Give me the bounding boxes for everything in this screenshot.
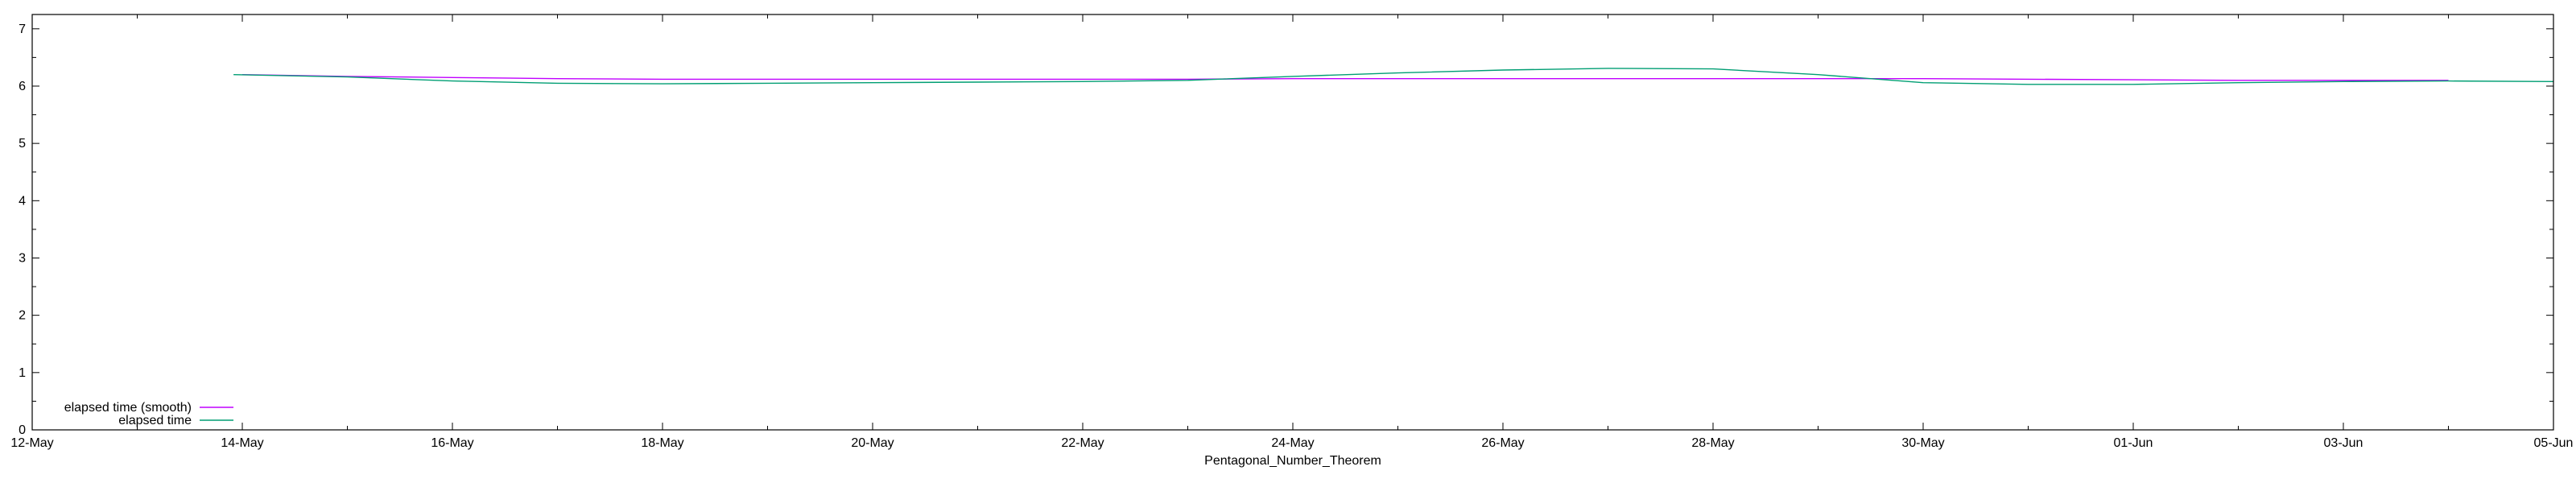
x-tick-label: 01-Jun (2114, 436, 2153, 450)
y-tick-label: 4 (19, 194, 26, 208)
x-tick-label: 28-May (1691, 436, 1734, 450)
x-axis-title: Pentagonal_Number_Theorem (1204, 454, 1381, 468)
series-line-1 (242, 74, 2449, 81)
x-tick-label: 12-May (10, 436, 53, 450)
plot-frame (31, 14, 2554, 431)
y-tick-label: 3 (19, 251, 26, 265)
y-tick-label: 5 (19, 137, 26, 151)
x-tick-label: 14-May (221, 436, 263, 450)
x-tick-label: 05-Jun (2534, 436, 2574, 450)
y-tick-label: 2 (19, 309, 26, 323)
y-tick-label: 7 (19, 23, 26, 36)
x-tick-label: 03-Jun (2324, 436, 2363, 450)
legend: elapsed time (smooth)elapsed time (64, 401, 233, 427)
x-tick-labels: 12-May 14-May 16-May 18-May 20-May 22-May 24-M… (10, 436, 2573, 450)
series-lines (233, 68, 2554, 85)
x-tick-label: 24-May (1271, 436, 1314, 450)
x-tick-label: 18-May (641, 436, 683, 450)
y-tick-labels: 0 1 2 3 4 5 6 7 (19, 23, 26, 437)
legend-label-2: elapsed time (118, 414, 192, 427)
legend-label-1: elapsed time (smooth) (64, 401, 192, 415)
axis-ticks (31, 14, 2554, 431)
x-tick-label: 16-May (431, 436, 473, 450)
y-tick-label: 1 (19, 366, 26, 380)
x-tick-label: 20-May (851, 436, 894, 450)
x-tick-label: 22-May (1061, 436, 1104, 450)
y-tick-label: 0 (19, 423, 26, 437)
x-tick-label: 30-May (1901, 436, 1944, 450)
x-tick-label: 26-May (1481, 436, 1524, 450)
series-line-2 (233, 68, 2554, 85)
y-tick-label: 6 (19, 80, 26, 93)
